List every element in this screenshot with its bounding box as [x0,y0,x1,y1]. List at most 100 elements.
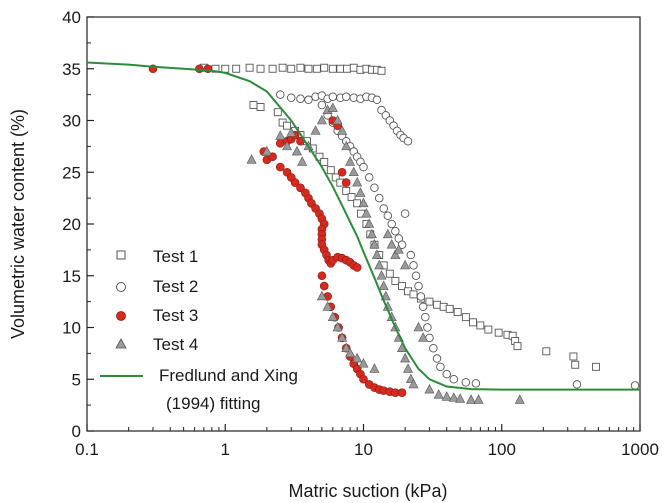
data-point [304,95,313,105]
data-point [429,343,438,353]
data-point [364,218,375,228]
data-point [319,281,329,291]
x-tick-label: 0.1 [75,440,99,459]
data-point [291,145,302,156]
data-point [286,127,297,137]
data-point [358,358,369,368]
y-tick-label: 0 [72,422,81,441]
legend-marker-test-4 [115,338,127,349]
data-point [221,64,230,73]
data-point [418,302,428,312]
data-point [245,63,254,72]
data-point [322,301,333,311]
data-point [282,140,293,151]
data-point [275,130,286,140]
data-point [347,193,356,202]
x-axis-title: Matric suction (kPa) [288,481,447,501]
data-point [476,321,485,330]
data-point [332,321,343,332]
data-point [377,66,386,75]
data-point [571,360,580,369]
data-point [317,100,327,110]
data-point [312,64,321,73]
data-point [328,64,337,73]
data-point [406,250,416,260]
x-tick-label: 10 [354,440,373,459]
series-layer [86,61,640,404]
data-point [345,347,356,358]
data-point [337,125,348,135]
data-point [332,114,343,125]
data-point [466,394,477,404]
data-point [296,183,305,193]
data-point [379,204,388,213]
data-point [341,342,352,353]
data-point [473,394,484,404]
legend-label-test-1: Test 1 [153,247,198,266]
data-point [359,374,368,384]
data-point [343,64,351,73]
data-point [442,369,451,379]
data-point [304,64,313,73]
data-point [423,323,432,332]
data-point [461,313,470,322]
data-point [370,183,379,193]
data-point [461,378,471,387]
data-point [391,276,400,285]
fitting-curve [86,61,640,391]
data-point [297,156,308,166]
data-point [283,121,292,130]
data-point [276,90,285,99]
data-point [375,193,384,203]
data-point [316,290,327,301]
data-point [278,63,287,72]
data-point [494,328,503,337]
data-point [352,352,363,363]
data-point [256,103,265,111]
data-point [336,64,345,73]
data-point [400,209,410,218]
y-tick-label: 25 [62,163,81,182]
y-tick-label: 35 [62,60,81,79]
data-point [436,362,445,372]
data-point [397,240,407,249]
axes-layer: 0 5 10 15 20 25 30 35 40 0.1 1 10 100 1000 [62,8,659,459]
data-point [569,352,578,361]
y-tick-label: 20 [62,215,81,234]
data-point [337,332,348,342]
data-point [413,321,424,332]
y-axis-title: Volumetric water content (%) [8,109,28,339]
data-point [337,167,347,177]
legend: Test 1 Test 2 Test 3 Test 4 Fredlund and… [100,247,298,413]
data-point [382,228,393,239]
data-point [453,308,462,316]
data-point [400,352,411,363]
data-point [268,64,277,73]
legend-label-fitting-line-1: Fredlund and Xing [159,366,298,385]
data-point [455,393,466,403]
data-point [358,197,369,208]
data-point [416,292,426,301]
y-tick-label: 15 [62,267,81,286]
data-point [441,391,452,401]
data-point [385,269,394,278]
data-point [361,208,372,218]
data-point [341,140,352,151]
series-fredlund-and-xing-1994-fitting [86,61,640,391]
data-point [371,249,382,259]
data-point [369,363,380,373]
x-tick-label: 1 [221,440,230,459]
data-point [352,176,363,187]
data-point [326,166,335,175]
data-point [261,145,272,156]
data-point [359,162,368,172]
data-point [390,249,401,259]
data-point [369,239,380,249]
data-point [320,63,329,72]
data-point [320,157,329,166]
data-point [387,219,396,229]
y-tick-label: 10 [62,319,81,338]
legend-label-fitting-line-2: (1994) fitting [166,394,261,413]
data-point [246,154,257,164]
data-point [310,125,321,135]
